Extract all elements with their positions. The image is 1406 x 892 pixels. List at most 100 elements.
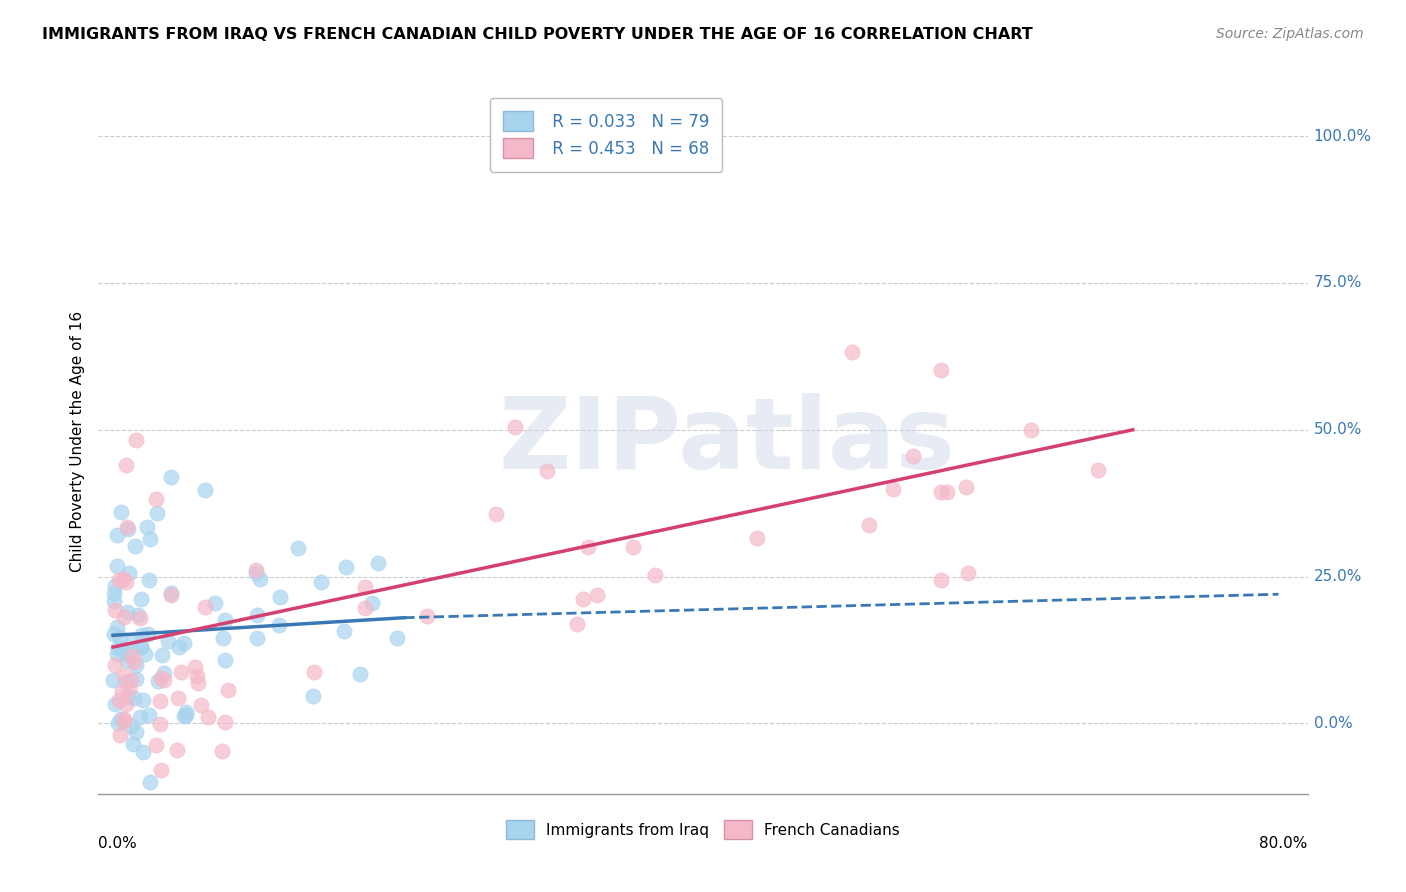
Point <box>125 672 148 686</box>
Point <box>167 640 190 654</box>
Point <box>194 483 217 497</box>
Point <box>173 708 195 723</box>
Point <box>108 693 131 707</box>
Point <box>159 589 181 603</box>
Point <box>929 363 952 377</box>
Point <box>360 596 382 610</box>
Point <box>103 594 125 608</box>
Point <box>138 574 160 588</box>
Point <box>173 636 195 650</box>
Point <box>156 634 179 648</box>
Text: 50.0%: 50.0% <box>1313 422 1362 437</box>
Point <box>110 641 132 656</box>
Point <box>122 691 145 706</box>
Point <box>121 648 143 663</box>
Point <box>107 716 129 731</box>
Point <box>149 764 172 778</box>
Point <box>125 724 148 739</box>
Point <box>160 469 183 483</box>
Point <box>129 592 152 607</box>
Point <box>152 673 174 687</box>
Point <box>246 632 269 646</box>
Point <box>204 596 226 610</box>
Point <box>503 419 526 434</box>
Point <box>150 672 173 686</box>
Point <box>107 640 129 655</box>
Point <box>110 712 132 726</box>
Text: 80.0%: 80.0% <box>1260 836 1308 851</box>
Point <box>621 541 644 555</box>
Point <box>935 484 957 499</box>
Point <box>166 690 188 705</box>
Point <box>929 484 952 499</box>
Point <box>114 647 136 661</box>
Point <box>129 710 152 724</box>
Point <box>149 717 172 731</box>
Text: Source: ZipAtlas.com: Source: ZipAtlas.com <box>1216 27 1364 41</box>
Point <box>184 660 207 674</box>
Point <box>136 626 159 640</box>
Point <box>110 505 132 519</box>
Point <box>333 624 356 638</box>
Point <box>108 630 131 644</box>
Point <box>105 620 128 634</box>
Point <box>127 608 149 623</box>
Point <box>354 580 377 594</box>
Point <box>114 575 136 590</box>
Point <box>302 665 325 680</box>
Point <box>115 697 138 711</box>
Point <box>170 665 193 680</box>
Point <box>536 464 558 478</box>
Point <box>108 728 131 742</box>
Point <box>118 566 141 580</box>
Point <box>187 676 209 690</box>
Point <box>194 600 217 615</box>
Point <box>120 673 142 687</box>
Text: 0.0%: 0.0% <box>98 836 138 851</box>
Point <box>115 654 138 668</box>
Point <box>159 586 181 600</box>
Point <box>112 712 135 726</box>
Point <box>586 588 609 602</box>
Point <box>214 653 236 667</box>
Point <box>150 648 173 663</box>
Point <box>112 714 135 728</box>
Point <box>121 737 143 751</box>
Point <box>112 610 135 624</box>
Point <box>103 603 125 617</box>
Point <box>125 433 148 447</box>
Point <box>132 693 155 707</box>
Point <box>957 566 980 581</box>
Point <box>105 559 128 574</box>
Point <box>103 586 125 600</box>
Point <box>211 744 233 758</box>
Legend: Immigrants from Iraq, French Canadians: Immigrants from Iraq, French Canadians <box>495 810 911 850</box>
Point <box>115 674 138 689</box>
Point <box>416 609 439 624</box>
Point <box>138 707 160 722</box>
Point <box>572 592 595 607</box>
Point <box>145 506 167 520</box>
Point <box>115 520 138 534</box>
Point <box>858 518 880 533</box>
Point <box>1019 423 1042 437</box>
Point <box>111 684 134 698</box>
Point <box>484 507 506 521</box>
Y-axis label: Child Poverty Under the Age of 16: Child Poverty Under the Age of 16 <box>69 311 84 572</box>
Point <box>139 775 162 789</box>
Point <box>117 690 139 705</box>
Point <box>125 658 148 673</box>
Point <box>103 626 125 640</box>
Point <box>214 715 236 730</box>
Point <box>145 492 167 507</box>
Point <box>131 640 153 654</box>
Point <box>245 566 267 581</box>
Point <box>190 698 212 712</box>
Point <box>882 482 904 496</box>
Point <box>129 611 152 625</box>
Point <box>111 572 134 586</box>
Point <box>115 458 138 472</box>
Point <box>174 707 197 722</box>
Point <box>104 698 127 712</box>
Point <box>267 617 290 632</box>
